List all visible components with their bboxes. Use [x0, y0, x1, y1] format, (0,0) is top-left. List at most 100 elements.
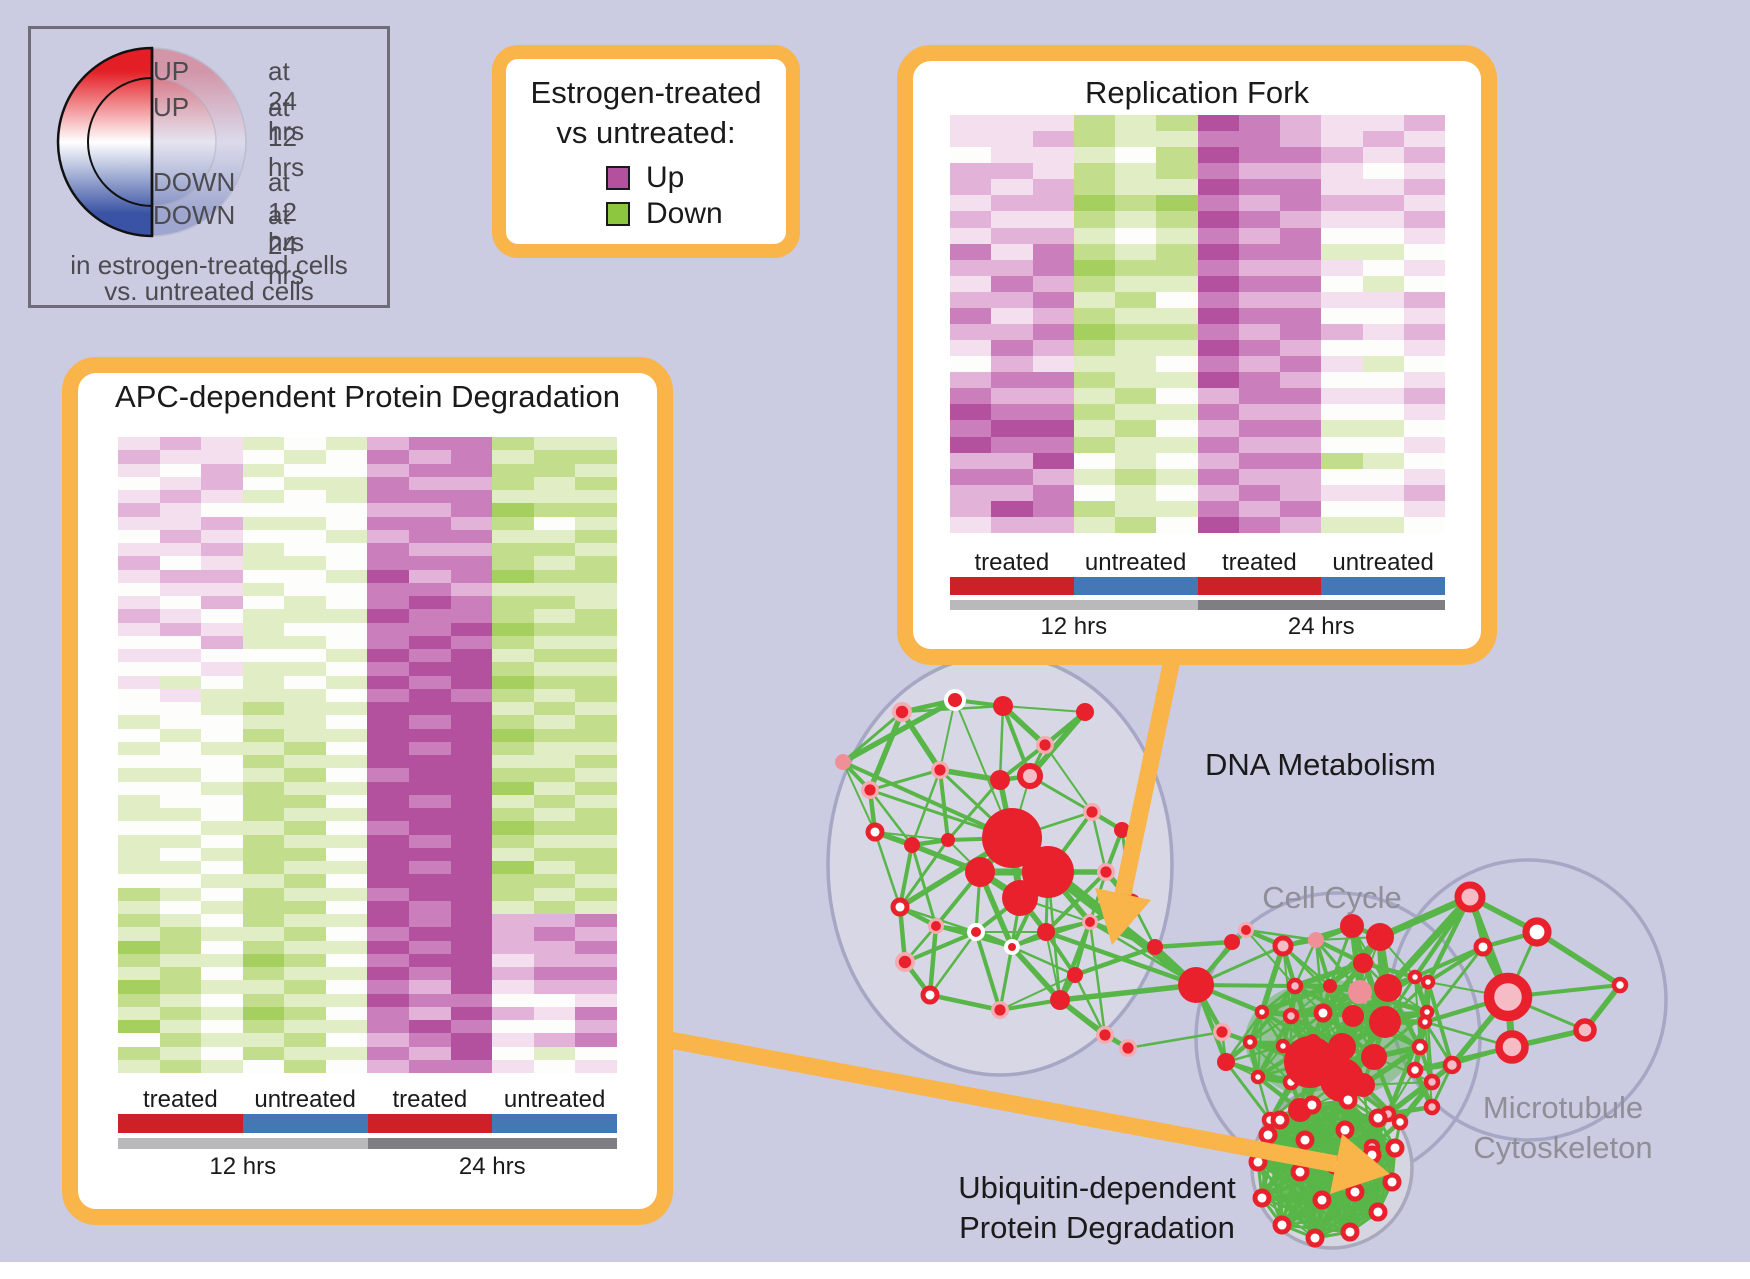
gene-node-down-ring [1338, 1090, 1358, 1110]
heatmap-cell [575, 794, 617, 808]
heatmap-cell [409, 662, 451, 676]
ring-row-direction: DOWN [153, 200, 236, 230]
heatmap-cell [1362, 372, 1404, 389]
heatmap-cell [1321, 356, 1363, 373]
heatmap-cell [575, 529, 617, 543]
heatmap-cell [325, 622, 368, 636]
heatmap-cell [325, 781, 368, 795]
heatmap-cell [367, 900, 410, 914]
heatmap-cell [159, 940, 202, 954]
heatmap-cell [284, 874, 326, 888]
legend-item-down: Down [606, 197, 723, 231]
heatmap-cell [284, 662, 326, 676]
heatmap-cell [492, 582, 534, 596]
network-edge [1224, 1011, 1264, 1063]
cluster-label: Cell Cycle [1262, 880, 1402, 915]
heatmap-cell [242, 741, 285, 755]
heatmap-cell [201, 953, 243, 967]
heatmap-cell [325, 900, 368, 914]
heatmap-cell [118, 794, 160, 808]
gene-node-down-ring [1272, 1215, 1292, 1235]
heatmap-cell [1362, 436, 1404, 453]
gene-node-white-ring [944, 689, 966, 711]
gene-node-up [1147, 939, 1163, 955]
heatmap-cell [950, 147, 992, 164]
network-edge [1044, 744, 1093, 813]
heatmap-cell [284, 980, 326, 994]
heatmap-cell [118, 702, 160, 716]
heatmap-cell [1032, 436, 1074, 453]
heatmap-cell [575, 635, 617, 649]
gene-node-up [1002, 880, 1038, 916]
gene-node-down-ring [1305, 1228, 1325, 1248]
heatmap-cell [284, 768, 326, 782]
rf-group-label: untreated [1084, 549, 1187, 576]
heatmap-cell [991, 404, 1033, 421]
heatmap-cell [1032, 468, 1074, 485]
gene-node-down-ring [1295, 1130, 1315, 1150]
heatmap-cell [1362, 468, 1404, 485]
heatmap-cell [1238, 468, 1280, 485]
heatmap-cell [201, 1059, 243, 1073]
heatmap-cell [1032, 227, 1074, 244]
heatmap-cell [492, 728, 534, 742]
heatmap-cell [409, 741, 451, 755]
heatmap-cell [201, 741, 243, 755]
heatmap-cell [492, 980, 534, 994]
heatmap-cell [1238, 115, 1280, 132]
heatmap-cell [575, 768, 617, 782]
heatmap-cell [450, 808, 493, 822]
gene-node-ring-pink-center [1495, 1030, 1529, 1064]
heatmap-cell [950, 307, 992, 324]
heatmap-cell [118, 861, 160, 875]
heatmap-cell [367, 821, 410, 835]
heatmap-cell [492, 821, 534, 835]
heatmap-cell [201, 516, 243, 530]
heatmap-cell [991, 195, 1033, 212]
heatmap-cell [159, 688, 202, 702]
heatmap-cell [950, 115, 992, 132]
heatmap-cell [991, 211, 1033, 228]
heatmap-cell [1238, 147, 1280, 164]
heatmap-cell [118, 516, 160, 530]
heatmap-cell [409, 1006, 451, 1020]
heatmap-cell [450, 569, 493, 583]
network-edge [1225, 1044, 1284, 1064]
cluster-label: Protein Degradation [959, 1210, 1235, 1245]
heatmap-cell [284, 834, 326, 848]
heatmap-cell [1073, 243, 1115, 260]
heatmap-cell [284, 556, 326, 570]
gene-node-down-ring [1417, 1014, 1433, 1030]
heatmap-cell [118, 596, 160, 610]
heatmap-cell [1321, 179, 1363, 196]
heatmap-cell [1321, 516, 1363, 533]
gene-node-down-ring [1522, 917, 1552, 947]
heatmap-cell [1197, 356, 1239, 373]
heatmap-cell [1238, 243, 1280, 260]
heatmap-cell [284, 609, 326, 623]
heatmap-cell [1197, 484, 1239, 501]
apc-time-labels: 12 hrs 24 hrs [118, 1153, 617, 1181]
gene-node-ring-pink-center [1423, 1073, 1441, 1091]
heatmap-cell [1197, 275, 1239, 292]
heatmap-cell [1032, 147, 1074, 164]
apc-12hrs-label: 12 hrs [209, 1153, 277, 1180]
heatmap-cell [1032, 500, 1074, 517]
heatmap-cell [118, 808, 160, 822]
heatmap-cell [1321, 436, 1363, 453]
heatmap-cell [991, 115, 1033, 132]
heatmap-cell [1032, 179, 1074, 196]
gene-node-up [904, 837, 920, 853]
heatmap-cell [367, 463, 410, 477]
heatmap-cell [325, 437, 368, 451]
heatmap-cell [159, 861, 202, 875]
ring-legend-footer-line1: in estrogen-treated cells [70, 250, 348, 280]
heatmap-cell [242, 1006, 285, 1020]
heatmap-cell [284, 688, 326, 702]
heatmap-cell [118, 927, 160, 941]
heatmap-cell [533, 1006, 576, 1020]
apc-group-label: untreated [503, 1086, 606, 1113]
network-edge [1414, 945, 1484, 979]
heatmap-cell [450, 967, 493, 981]
cluster-label: DNA Metabolism [1205, 747, 1436, 782]
